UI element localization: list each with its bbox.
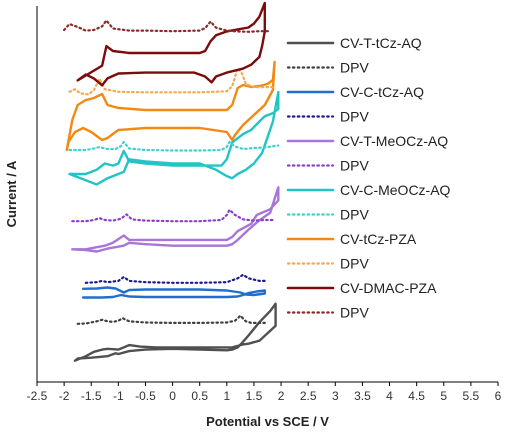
x-tick-label: 6 bbox=[495, 389, 502, 403]
series-line-6 bbox=[68, 90, 280, 186]
x-tick-label: -1.5 bbox=[81, 389, 102, 403]
series-line-2 bbox=[81, 286, 266, 299]
legend: CV-T-tCz-AQ DPV CV-C-tCz-AQ DPV CV-T-MeOCz-A… bbox=[286, 35, 451, 321]
series-line-0 bbox=[73, 302, 277, 362]
series-line-8 bbox=[65, 60, 276, 152]
legend-label-5: DPV bbox=[340, 158, 369, 174]
legend-label-8: CV-tCz-PZA bbox=[340, 231, 417, 247]
legend-label-6: CV-C-MeOCz-AQ bbox=[340, 182, 451, 198]
legend-label-7: DPV bbox=[340, 207, 369, 223]
x-tick-label: 0 bbox=[169, 389, 176, 403]
series-line-4 bbox=[71, 186, 280, 253]
x-tick-label: 1.5 bbox=[246, 389, 263, 403]
series-line-1 bbox=[76, 314, 266, 325]
x-tick-label: 0.5 bbox=[191, 389, 208, 403]
x-tick-label: -0.5 bbox=[135, 389, 156, 403]
x-tick-label: 5 bbox=[440, 389, 447, 403]
legend-label-4: CV-T-MeOCz-AQ bbox=[340, 133, 448, 149]
legend-label-11: DPV bbox=[340, 305, 369, 321]
x-tick-label: 3 bbox=[332, 389, 339, 403]
x-tick-label: 4.5 bbox=[408, 389, 425, 403]
series-line-7 bbox=[68, 140, 280, 152]
x-tick-label: 2 bbox=[278, 389, 285, 403]
series-line-9 bbox=[68, 67, 274, 96]
x-axis: -2.5 -2 -1.5 -1 -0.5 0 0.5 1 1.5 2 2.5 3 3.5 4 4.5 5 5.5… bbox=[27, 6, 502, 403]
x-tick-label: 4 bbox=[386, 389, 393, 403]
x-axis-title: Potential vs SCE / V bbox=[206, 414, 329, 429]
x-tick-label: 1 bbox=[223, 389, 230, 403]
x-tick-label: -1 bbox=[113, 389, 124, 403]
legend-label-1: DPV bbox=[340, 60, 369, 76]
x-tick-label: 3.5 bbox=[354, 389, 371, 403]
x-tick-label: -2.5 bbox=[27, 389, 48, 403]
legend-label-10: CV-DMAC-PZA bbox=[340, 280, 437, 296]
series-line-11 bbox=[62, 19, 272, 33]
x-tick-label: 2.5 bbox=[300, 389, 317, 403]
series-line-3 bbox=[84, 273, 266, 284]
x-tick-label: 5.5 bbox=[463, 389, 480, 403]
series-line-10 bbox=[76, 1, 266, 87]
series-line-5 bbox=[71, 208, 274, 223]
y-axis-title: Current / A bbox=[4, 160, 19, 227]
x-tick-label: -2 bbox=[59, 389, 70, 403]
legend-label-3: DPV bbox=[340, 109, 369, 125]
legend-label-2: CV-C-tCz-AQ bbox=[340, 84, 424, 100]
plot-area bbox=[62, 1, 280, 362]
legend-label-9: DPV bbox=[340, 256, 369, 272]
legend-label-0: CV-T-tCz-AQ bbox=[340, 35, 422, 51]
